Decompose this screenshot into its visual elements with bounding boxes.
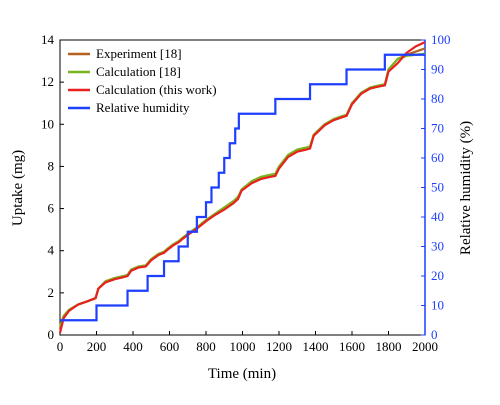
y-tick-label: 4 bbox=[48, 243, 55, 258]
y2-tick-label: 30 bbox=[431, 239, 444, 254]
y2-tick-label: 60 bbox=[431, 150, 444, 165]
legend-label: Experiment [18] bbox=[96, 46, 182, 61]
y2-tick-label: 100 bbox=[431, 32, 451, 47]
legend-label: Calculation (this work) bbox=[96, 82, 217, 97]
legend-label: Relative humidity bbox=[96, 100, 190, 115]
y2-tick-label: 0 bbox=[431, 327, 438, 342]
x-tick-label: 1600 bbox=[339, 339, 365, 354]
y2-tick-label: 70 bbox=[431, 121, 444, 136]
series-line bbox=[60, 53, 425, 322]
x-tick-label: 400 bbox=[123, 339, 143, 354]
y-tick-label: 14 bbox=[41, 32, 55, 47]
y2-tick-label: 90 bbox=[431, 62, 444, 77]
y2-tick-label: 10 bbox=[431, 298, 444, 313]
y-tick-label: 0 bbox=[48, 327, 55, 342]
x-tick-label: 1400 bbox=[303, 339, 329, 354]
x-axis-label: Time (min) bbox=[208, 366, 276, 382]
y-axis-label: Uptake (mg) bbox=[10, 150, 26, 226]
x-tick-label: 600 bbox=[160, 339, 180, 354]
y2-tick-label: 20 bbox=[431, 268, 444, 283]
y-tick-label: 10 bbox=[41, 116, 54, 131]
y-tick-label: 6 bbox=[48, 201, 55, 216]
x-tick-label: 0 bbox=[57, 339, 64, 354]
y-tick-label: 12 bbox=[41, 74, 54, 89]
y2-tick-label: 40 bbox=[431, 209, 444, 224]
series-line bbox=[58, 41, 426, 334]
y2-tick-label: 50 bbox=[431, 180, 444, 195]
x-tick-label: 2000 bbox=[412, 339, 438, 354]
x-tick-label: 1200 bbox=[266, 339, 292, 354]
x-tick-label: 1800 bbox=[376, 339, 402, 354]
y2-axis-label: Relative humidity (%) bbox=[458, 121, 474, 255]
y2-tick-label: 80 bbox=[431, 91, 444, 106]
legend-label: Calculation [18] bbox=[96, 64, 181, 79]
y-tick-label: 8 bbox=[48, 158, 55, 173]
x-tick-label: 1000 bbox=[230, 339, 256, 354]
x-tick-label: 200 bbox=[87, 339, 107, 354]
x-tick-label: 800 bbox=[196, 339, 216, 354]
y-tick-label: 2 bbox=[48, 285, 55, 300]
